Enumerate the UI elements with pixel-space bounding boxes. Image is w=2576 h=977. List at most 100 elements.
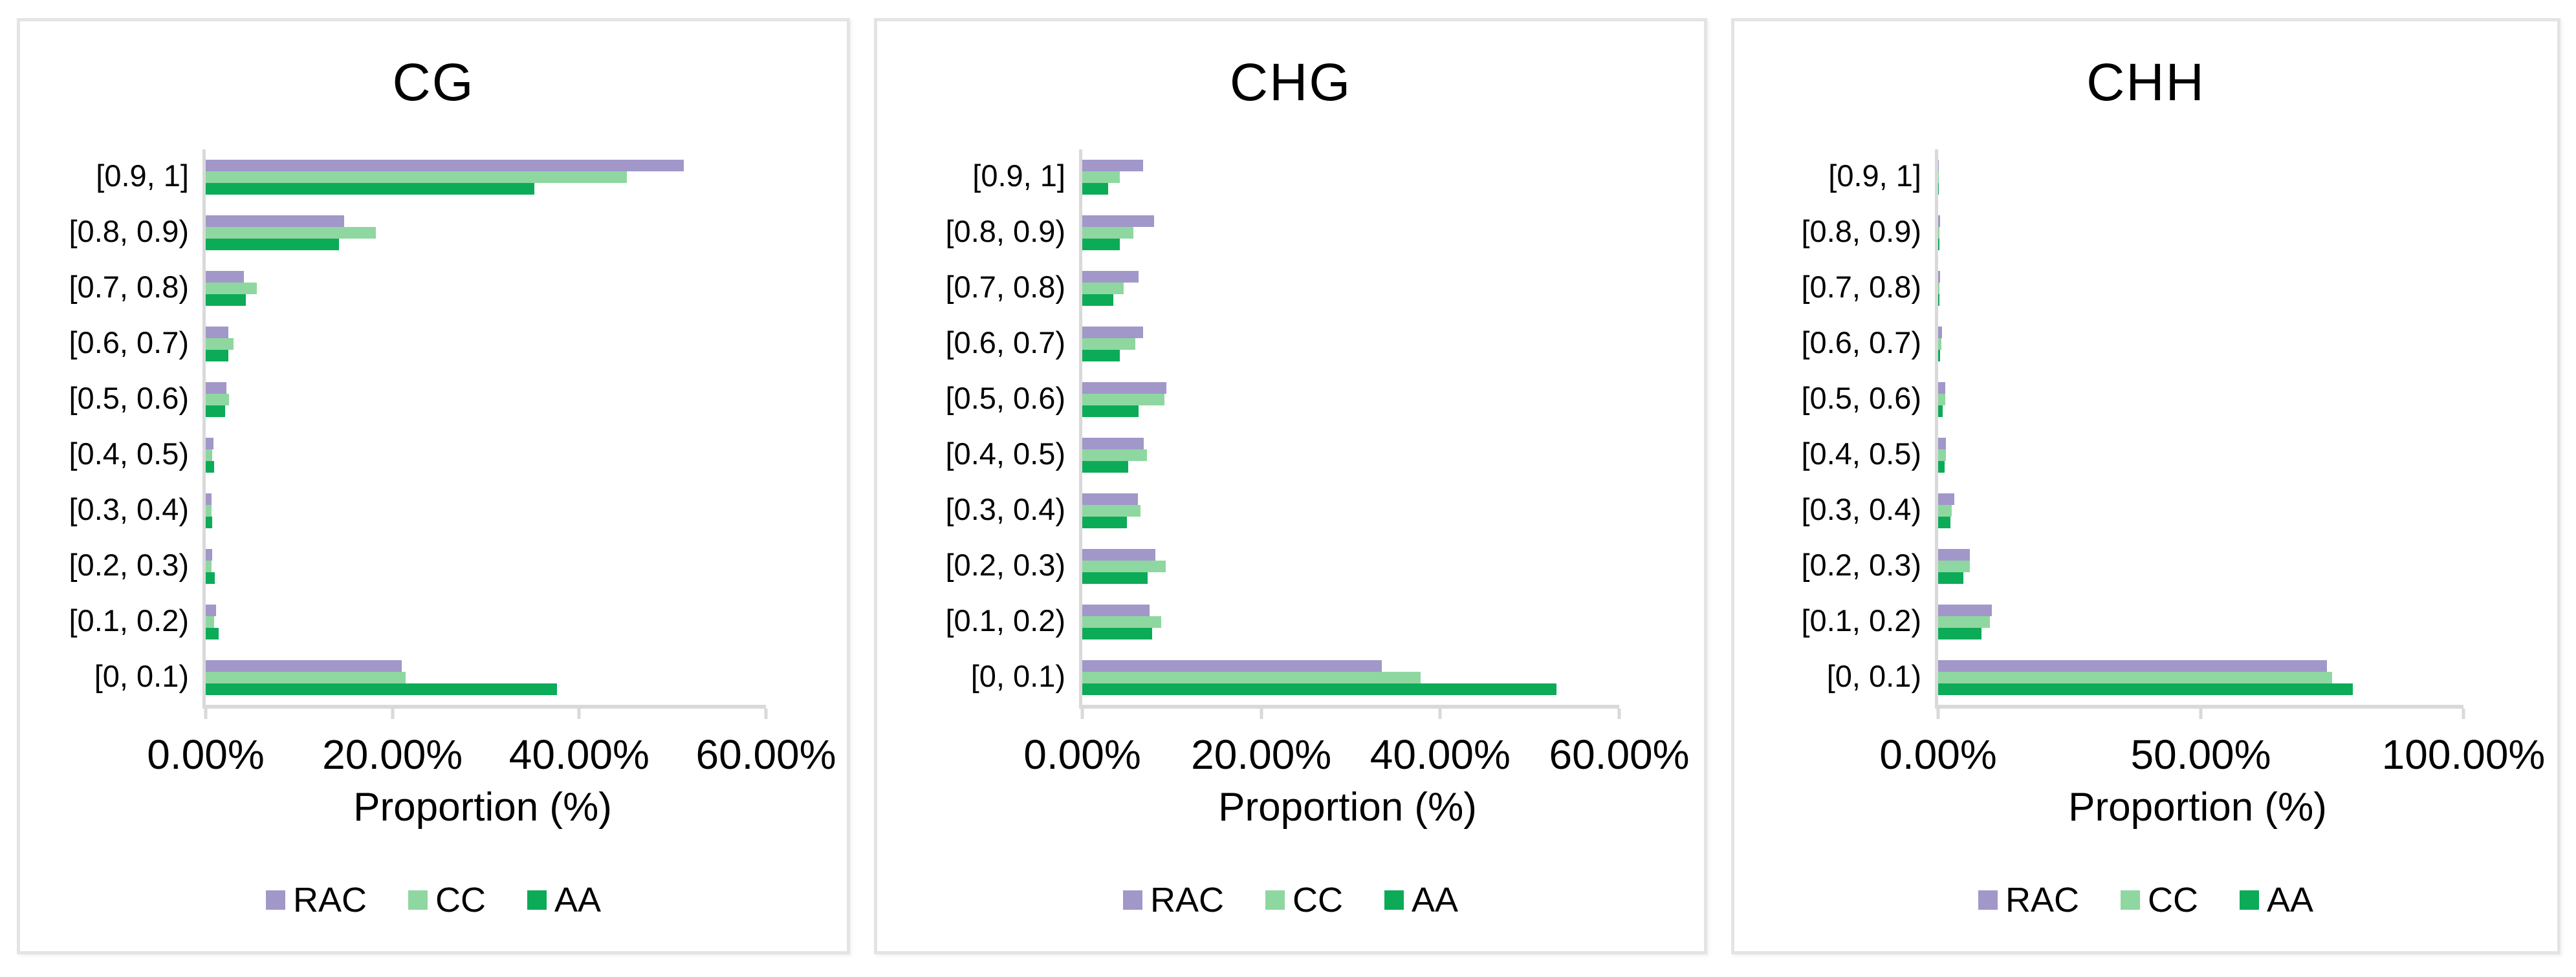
category-row: [0, 0.1) bbox=[971, 650, 1619, 705]
x-tick-mark bbox=[391, 709, 395, 719]
bar-group bbox=[206, 605, 766, 639]
bar-aa bbox=[206, 628, 219, 639]
category-label: [0.5, 0.6) bbox=[1801, 381, 1922, 415]
bar-group bbox=[1082, 549, 1619, 584]
category-label: [0.3, 0.4) bbox=[945, 492, 1066, 526]
category-row: [0.8, 0.9) bbox=[946, 205, 1619, 261]
legend-label: CC bbox=[2147, 881, 2198, 919]
bar-aa bbox=[206, 294, 246, 306]
category-label: [0.7, 0.8) bbox=[1801, 270, 1922, 304]
bar-rac bbox=[206, 160, 684, 171]
category-label: [0.2, 0.3) bbox=[1801, 548, 1922, 582]
x-tick-mark bbox=[2461, 709, 2465, 719]
bar-cc bbox=[1082, 672, 1421, 683]
bar-cc bbox=[1938, 505, 1952, 517]
bar-aa bbox=[1938, 405, 1943, 417]
bar-rac bbox=[1938, 549, 1970, 561]
category-row: [0.7, 0.8) bbox=[69, 261, 766, 316]
chart-panel-chh: CHH [0.9, 1] [0.8, 0.9) [0.7, 0.8) [0.6, 0.… bbox=[1731, 18, 2560, 954]
category-label: [0.3, 0.4) bbox=[69, 492, 190, 526]
bar-rac bbox=[1082, 605, 1150, 616]
bar-rac bbox=[1938, 438, 1947, 449]
x-tick-mark bbox=[1260, 709, 1263, 719]
category-label: [0.6, 0.7) bbox=[945, 325, 1066, 360]
legend-label: CC bbox=[435, 881, 486, 919]
bar-group bbox=[206, 438, 766, 473]
bar-cc bbox=[206, 672, 406, 683]
bar-cc bbox=[1082, 338, 1135, 350]
bar-aa bbox=[1938, 683, 2353, 695]
category-row: [0.6, 0.7) bbox=[69, 316, 766, 372]
bar-aa bbox=[1082, 572, 1148, 584]
bar-group bbox=[206, 160, 766, 195]
category-label: [0.4, 0.5) bbox=[1801, 436, 1922, 471]
legend-item-aa: AA bbox=[527, 880, 601, 920]
bar-aa bbox=[1938, 239, 1939, 250]
category-label: [0.8, 0.9) bbox=[945, 214, 1066, 248]
category-label: [0.9, 1] bbox=[1828, 158, 1921, 193]
bar-group bbox=[1938, 382, 2463, 417]
bar-group bbox=[206, 493, 766, 528]
bar-group bbox=[206, 549, 766, 584]
bar-group bbox=[206, 271, 766, 306]
category-row: [0.4, 0.5) bbox=[1802, 427, 2463, 483]
bar-rac bbox=[1938, 493, 1955, 505]
plot-area: [0.9, 1] [0.8, 0.9) [0.7, 0.8) [0.6, 0.7) [0… bbox=[1802, 149, 2545, 778]
bar-aa bbox=[1938, 294, 1940, 306]
legend-label: AA bbox=[554, 881, 602, 919]
category-row: [0.3, 0.4) bbox=[1802, 483, 2463, 539]
bar-group bbox=[1082, 438, 1619, 473]
bar-rac bbox=[1082, 438, 1144, 449]
category-row: [0, 0.1) bbox=[94, 650, 766, 705]
bar-cc bbox=[1082, 394, 1165, 405]
bar-cc bbox=[1938, 338, 1941, 350]
bar-aa bbox=[1938, 183, 1939, 195]
bar-rac bbox=[1938, 660, 2327, 672]
bar-aa bbox=[1082, 683, 1557, 695]
bar-rac bbox=[1938, 382, 1945, 394]
x-tick-label: 0.00% bbox=[147, 731, 265, 778]
bar-group bbox=[1938, 327, 2463, 361]
bar-rac bbox=[1938, 215, 1941, 227]
legend-item-aa: AA bbox=[1384, 880, 1458, 920]
legend-item-rac: RAC bbox=[1978, 880, 2079, 920]
bar-aa bbox=[1082, 461, 1128, 473]
bar-group bbox=[1082, 327, 1619, 361]
x-tick-mark bbox=[1936, 709, 1940, 719]
x-tick-label: 60.00% bbox=[695, 731, 836, 778]
x-tick-label: 0.00% bbox=[1023, 731, 1141, 778]
legend-swatch-icon bbox=[1978, 890, 1998, 910]
bar-aa bbox=[206, 239, 340, 250]
bar-cc bbox=[1938, 616, 1991, 628]
bar-aa bbox=[1082, 294, 1114, 306]
x-tick-mark bbox=[1438, 709, 1442, 719]
bar-group bbox=[206, 382, 766, 417]
bar-aa bbox=[206, 517, 213, 528]
bar-cc bbox=[1938, 672, 2332, 683]
x-tick-mark bbox=[1617, 709, 1621, 719]
category-label: [0.1, 0.2) bbox=[69, 603, 190, 638]
bar-cc bbox=[206, 505, 212, 517]
x-tick-mark bbox=[204, 709, 208, 719]
bar-aa bbox=[1082, 183, 1109, 195]
category-row: [0.5, 0.6) bbox=[1802, 372, 2463, 427]
category-row: [0.9, 1] bbox=[1828, 149, 2463, 205]
chart-panel-cg: CG [0.9, 1] [0.8, 0.9) [0.7, 0.8) [0.6, 0.7… bbox=[17, 18, 850, 954]
category-row: [0.4, 0.5) bbox=[946, 427, 1619, 483]
x-tick-mark bbox=[1080, 709, 1084, 719]
category-row: [0.3, 0.4) bbox=[69, 483, 766, 539]
bar-rac bbox=[206, 493, 212, 505]
chart-title: CHG bbox=[1229, 53, 1352, 112]
category-label: [0, 0.1) bbox=[970, 659, 1065, 693]
bar-group bbox=[1082, 493, 1619, 528]
legend-label: RAC bbox=[2005, 881, 2079, 919]
x-tick-mark bbox=[2199, 709, 2203, 719]
chart-title: CHH bbox=[2086, 53, 2205, 112]
bar-group bbox=[1082, 271, 1619, 306]
bar-cc bbox=[206, 394, 230, 405]
bar-cc bbox=[206, 449, 213, 461]
bar-cc bbox=[206, 338, 234, 350]
x-tick-mark bbox=[764, 709, 768, 719]
bar-rac bbox=[1938, 605, 1992, 616]
legend: RAC CC AA bbox=[1734, 880, 2557, 920]
